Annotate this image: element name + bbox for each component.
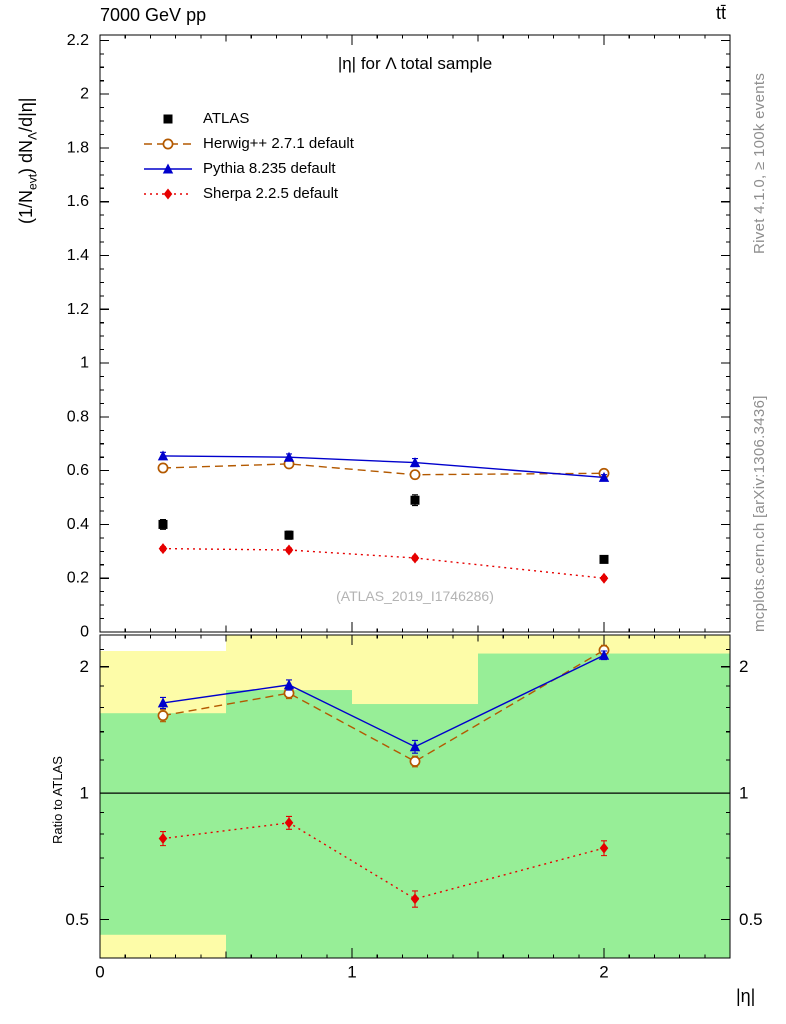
- legend-item-sherpa: Sherpa 2.2.5 default: [142, 181, 354, 206]
- x-axis-label: |η|: [736, 986, 756, 1006]
- triangle-marker-icon: [157, 697, 169, 708]
- series-main-2: [157, 450, 610, 482]
- triangle-marker-icon: [598, 649, 610, 660]
- open-circle-marker-icon: [409, 755, 421, 767]
- square-marker-icon: [158, 519, 168, 529]
- legend-item-herwig: Herwig++ 2.7.1 default: [142, 131, 354, 156]
- series-ratio-2: [158, 815, 609, 908]
- open-circle-marker-icon: [157, 462, 169, 474]
- triangle-marker-icon: [283, 451, 295, 462]
- tick-label: 1.6: [67, 193, 89, 210]
- y-axis-label-part: /d|η|: [16, 97, 36, 132]
- tick-label: 0.5: [739, 910, 763, 929]
- legend-label-sherpa: Sherpa 2.2.5 default: [203, 185, 339, 202]
- series-line: [162, 649, 605, 763]
- y-axis-label-sub-lambda: Λ: [25, 131, 40, 140]
- tick-label: 1: [80, 784, 89, 803]
- series-ratio-1: [157, 649, 610, 754]
- y-axis-label-part: ) dN: [16, 139, 36, 174]
- diamond-marker-icon: [284, 544, 294, 556]
- series-line: [162, 547, 605, 579]
- legend-label-atlas: ATLAS: [203, 110, 250, 127]
- tick-label: 2.2: [67, 32, 89, 49]
- triangle-marker-icon: [409, 741, 421, 752]
- tick-label: 0.6: [67, 462, 89, 479]
- tick-label: 0: [95, 963, 104, 982]
- rivet-version-note: Rivet 4.1.0, ≥ 100k events: [751, 72, 768, 254]
- series-main-1: [157, 458, 610, 481]
- ratio-band-inner: [100, 713, 226, 935]
- beam-energy-label: 7000 GeV pp: [100, 5, 207, 25]
- legend: ATLAS Herwig++ 2.7.1 default Pythia 8.23…: [142, 106, 354, 206]
- series-main-0: [158, 494, 609, 564]
- tick-label: 1: [739, 784, 748, 803]
- ratio-band-inner: [478, 653, 730, 958]
- plot-title: |η| for Λ total sample: [337, 54, 493, 73]
- diamond-marker-icon: [158, 543, 168, 555]
- tick-label: 1.4: [67, 247, 89, 264]
- square-marker-icon: [284, 530, 294, 540]
- ratio-y-axis-label: Ratio to ATLAS: [50, 756, 65, 844]
- y-axis-label: (1/Nevt) dNΛ/d|η|: [16, 98, 40, 224]
- square-marker-icon: [410, 495, 420, 505]
- tick-label: 0.2: [67, 570, 89, 587]
- series-line: [162, 822, 605, 900]
- process-label: tt̄: [716, 3, 727, 23]
- analysis-id-watermark: (ATLAS_2019_I1746286): [336, 588, 494, 604]
- open-circle-marker-icon: [162, 138, 174, 149]
- triangle-marker-icon: [409, 457, 421, 468]
- sherpa-marker-sample-icon: [144, 188, 192, 199]
- tick-label: 1.2: [67, 301, 89, 318]
- y-axis-label-sub-evt: evt: [25, 173, 40, 190]
- tick-label: 1: [80, 355, 89, 372]
- y-axis-label-part: (1/N: [16, 189, 36, 224]
- square-marker-icon: [163, 114, 173, 123]
- triangle-marker-icon: [283, 679, 295, 690]
- atlas-marker-sample-icon: [163, 114, 173, 123]
- herwig-marker-sample-icon: [144, 138, 192, 149]
- series-line: [162, 654, 605, 748]
- triangle-marker-icon: [157, 450, 169, 461]
- open-circle-marker-icon: [409, 469, 421, 481]
- tick-label: 0: [80, 624, 89, 641]
- diamond-marker-icon: [158, 832, 168, 844]
- diamond-marker-icon: [599, 572, 609, 584]
- tick-label: 2: [599, 963, 608, 982]
- tick-label: 2: [80, 86, 89, 103]
- series-line: [162, 455, 605, 479]
- main-panel-frame: [99, 34, 731, 633]
- triangle-marker-icon: [162, 163, 174, 173]
- tick-label: 2: [739, 657, 748, 676]
- diamond-marker-icon: [410, 893, 420, 905]
- legend-label-herwig: Herwig++ 2.7.1 default: [203, 135, 354, 152]
- tick-label: 0.8: [67, 408, 89, 425]
- tick-label: 1.8: [67, 139, 89, 156]
- tick-label: 0.5: [65, 910, 89, 929]
- legend-item-pythia: Pythia 8.235 default: [142, 156, 354, 181]
- ratio-panel-frame: [99, 634, 731, 959]
- diamond-marker-icon: [284, 817, 294, 829]
- triangle-marker-icon: [598, 471, 610, 482]
- mcplots-note: mcplots.cern.ch [arXiv:1306.3436]: [751, 395, 768, 632]
- legend-label-pythia: Pythia 8.235 default: [203, 160, 336, 177]
- pythia-marker-sample-icon: [144, 163, 192, 173]
- open-circle-marker-icon: [157, 710, 169, 722]
- diamond-marker-icon: [410, 552, 420, 564]
- tick-label: 1: [347, 963, 356, 982]
- legend-item-atlas: ATLAS: [142, 106, 354, 131]
- series-line: [162, 463, 605, 476]
- diamond-marker-icon: [163, 188, 173, 199]
- tick-label: 2: [80, 657, 89, 676]
- series-main-3: [158, 543, 609, 584]
- tick-label: 0.4: [67, 516, 89, 533]
- diamond-marker-icon: [599, 842, 609, 854]
- square-marker-icon: [599, 554, 609, 564]
